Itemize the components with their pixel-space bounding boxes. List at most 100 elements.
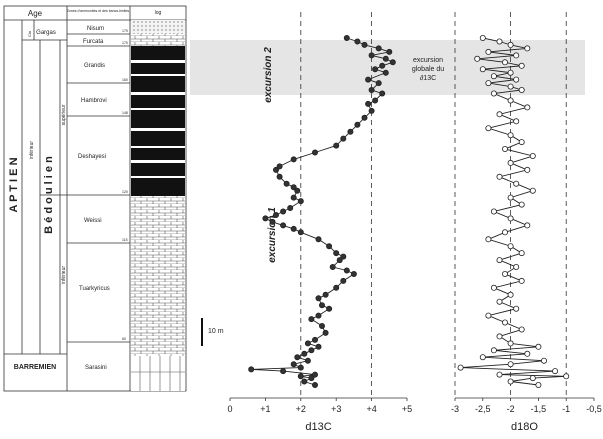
d18o-tick-label: -1 <box>562 404 570 414</box>
d18o-data-point <box>513 305 520 312</box>
header-log: log <box>155 10 162 16</box>
d13c-data-point <box>365 100 372 107</box>
bed-number: 148 <box>122 111 128 115</box>
d18o-data-point <box>507 340 514 347</box>
d13c-data-point <box>308 347 315 354</box>
d18o-data-point <box>485 125 492 132</box>
substage-gargas: Gargas <box>36 30 56 36</box>
bed-number: 179 <box>122 29 128 33</box>
substage-bedoulien: B é d o u l i e n <box>43 156 55 234</box>
d13c-data-point <box>297 229 304 236</box>
d13c-data-point <box>354 121 361 128</box>
d13c-data-point <box>368 52 375 59</box>
d18o-data-point <box>524 222 531 229</box>
d18o-data-point <box>485 312 492 319</box>
d13c-data-point <box>294 354 301 361</box>
d13c-data-point <box>365 76 372 83</box>
d13c-tick-label: 0 <box>227 404 232 414</box>
d13c-data-point <box>294 187 301 194</box>
d13c-tick-label: +1 <box>260 404 270 414</box>
d18o-data-point <box>501 319 508 326</box>
d13c-tick-label: +5 <box>402 404 412 414</box>
header-zones: Zones d'ammonites et des bancs-limites <box>67 9 130 13</box>
d18o-data-point <box>518 277 525 284</box>
d13c-data-point <box>301 350 308 357</box>
d13c-axis-label: d13C <box>305 421 331 433</box>
d13c-data-point <box>368 107 375 114</box>
d18o-data-point <box>479 354 486 361</box>
d18o-data-point <box>490 73 497 80</box>
d18o-data-point <box>485 48 492 55</box>
d18o-data-point <box>535 343 542 350</box>
d13c-data-point <box>333 142 340 149</box>
d18o-data-point <box>501 270 508 277</box>
d18o-data-point <box>501 59 508 66</box>
d13c-data-point <box>329 263 336 270</box>
zone-grandis: Grandis <box>84 63 105 69</box>
d13c-data-point <box>382 55 389 62</box>
d13c-data-point <box>315 343 322 350</box>
d18o-data-point <box>529 187 536 194</box>
d18o-data-point <box>507 69 514 76</box>
excursion-globale-line-1: excursion <box>413 57 443 64</box>
d13c-tick-label: +4 <box>366 404 376 414</box>
d13c-data-point <box>350 270 357 277</box>
d18o-data-point <box>485 80 492 87</box>
d18o-data-point <box>490 347 497 354</box>
d13c-data-point <box>304 357 311 364</box>
d18o-data-point <box>507 132 514 139</box>
d18o-data-point <box>501 229 508 236</box>
d13c-data-point <box>340 135 347 142</box>
d13c-data-point <box>322 291 329 298</box>
d18o-data-point <box>529 375 536 382</box>
d13c-data-point <box>379 90 386 97</box>
d18o-tick-label: -2 <box>507 404 515 414</box>
d13c-data-point <box>333 250 340 257</box>
d18o-data-point <box>496 333 503 340</box>
d13c-data-point <box>311 371 318 378</box>
zone-nisum: Nisum <box>87 26 104 32</box>
d13c-tick-label: +2 <box>296 404 306 414</box>
d18o-data-point <box>496 111 503 118</box>
lithology-log <box>131 20 185 391</box>
d18o-data-point <box>507 243 514 250</box>
sub-clansayes: Cla <box>27 30 32 37</box>
d18o-data-point <box>474 55 481 62</box>
d13c-data-point <box>290 225 297 232</box>
d13c-data-point <box>297 373 304 380</box>
d13c-data-point <box>322 329 329 336</box>
d13c-data-point <box>297 198 304 205</box>
d18o-data-point <box>507 194 514 201</box>
d13c-data-point <box>280 208 287 215</box>
sub-inferieur-lower: inférieur <box>61 266 67 284</box>
zone-tuarkyricus: Tuarkyricus <box>79 286 110 292</box>
d18o-data-point <box>518 326 525 333</box>
d13c-data-point <box>311 381 318 388</box>
d13c-data-point <box>280 222 287 229</box>
d13c-data-point <box>262 215 269 222</box>
d13c-data-point <box>315 295 322 302</box>
d18o-data-point <box>518 250 525 257</box>
d13c-data-point <box>361 41 368 48</box>
d18o-data-point <box>507 41 514 48</box>
d13c-data-point <box>382 69 389 76</box>
d13c-data-point <box>340 253 347 260</box>
d18o-data-point <box>541 357 548 364</box>
d18o-data-point <box>479 66 486 73</box>
stage-aptien: A P T I E N <box>8 157 20 212</box>
header-age: Age <box>28 9 43 18</box>
d18o-axis-label: d18O <box>511 421 538 433</box>
bed-number: 115 <box>122 238 128 242</box>
sub-superieur: supérieur <box>61 104 67 125</box>
d13c-data-point <box>343 267 350 274</box>
d13c-data-point <box>372 66 379 73</box>
d18o-data-point <box>518 62 525 69</box>
d18o-data-point <box>524 45 531 52</box>
d18o-data-point <box>535 381 542 388</box>
d18o-data-point <box>529 152 536 159</box>
d18o-tick-label: -2,5 <box>475 404 491 414</box>
d13c-data-point <box>276 163 283 170</box>
d13c-data-point <box>290 184 297 191</box>
d13c-data-point <box>318 302 325 309</box>
zone-hambrovi: Hambrovi <box>81 98 107 104</box>
